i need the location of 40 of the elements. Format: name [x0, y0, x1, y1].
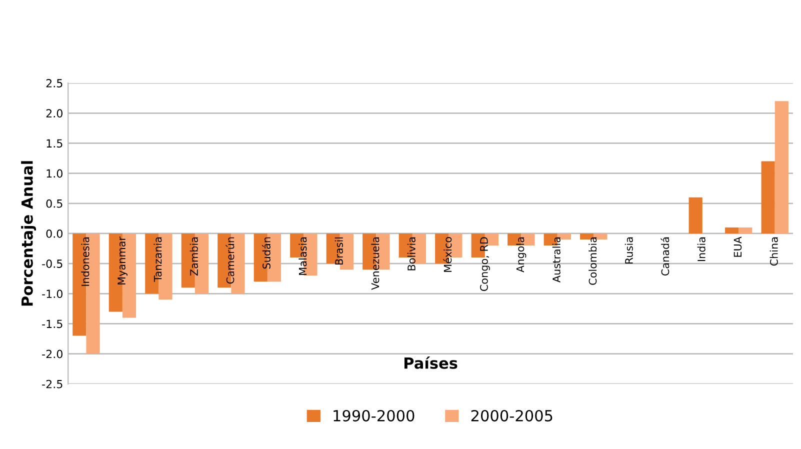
legend-label: 1990-2000: [334, 410, 414, 422]
y-tick-label: 2.5: [46, 79, 62, 88]
y-tick-label: 0.5: [46, 199, 62, 208]
x-tick-label: Brasil: [334, 237, 343, 264]
x-tick-label: Rusia: [624, 237, 633, 264]
x-tick-label: EUA: [734, 236, 742, 257]
x-tick-label: Camerún: [226, 237, 234, 284]
x-tick-label: China: [770, 237, 778, 266]
bar: [761, 161, 775, 234]
bar: [774, 101, 788, 234]
x-tick-label: Angola: [516, 237, 526, 272]
legend-label: 2000-2005: [471, 410, 552, 422]
bar: [688, 197, 702, 234]
y-tick-label: -1.0: [42, 290, 62, 298]
y-tick-label: -2.0: [42, 350, 62, 358]
x-tick-label: Indonesia: [81, 237, 90, 286]
y-tick-label: -2.5: [42, 380, 62, 388]
x-tick-label: Canadá: [660, 237, 670, 276]
x-tick-label: Colombia: [588, 237, 597, 285]
x-tick-label: Tanzania: [154, 237, 162, 282]
bar: [725, 227, 739, 234]
x-tick-label: México: [443, 237, 452, 272]
x-axis-title: Países: [404, 356, 458, 369]
x-tick-label: Congo, RD: [480, 237, 490, 292]
x-tick-label: Myanmar: [118, 236, 128, 284]
x-tick-label: Australia: [552, 237, 560, 282]
y-tick-label: 1.0: [46, 169, 62, 178]
bar: [738, 227, 752, 234]
x-tick-label: Venezuela: [371, 237, 380, 290]
y-tick-label: 0.0: [46, 229, 62, 238]
x-tick-label: India: [697, 237, 706, 262]
y-axis-title: Porcentaje Anual: [21, 161, 36, 306]
y-tick-label: -0.5: [42, 260, 62, 268]
x-tick-label: Malasia: [298, 237, 307, 275]
x-tick-label: Bolivia: [407, 237, 416, 270]
x-tick-label: Sudán: [262, 237, 270, 269]
y-tick-label: 1.5: [46, 139, 62, 148]
y-tick-label: -1.5: [42, 320, 62, 328]
y-tick-label: 2.0: [46, 109, 62, 118]
x-tick-label: Zambia: [190, 237, 198, 276]
